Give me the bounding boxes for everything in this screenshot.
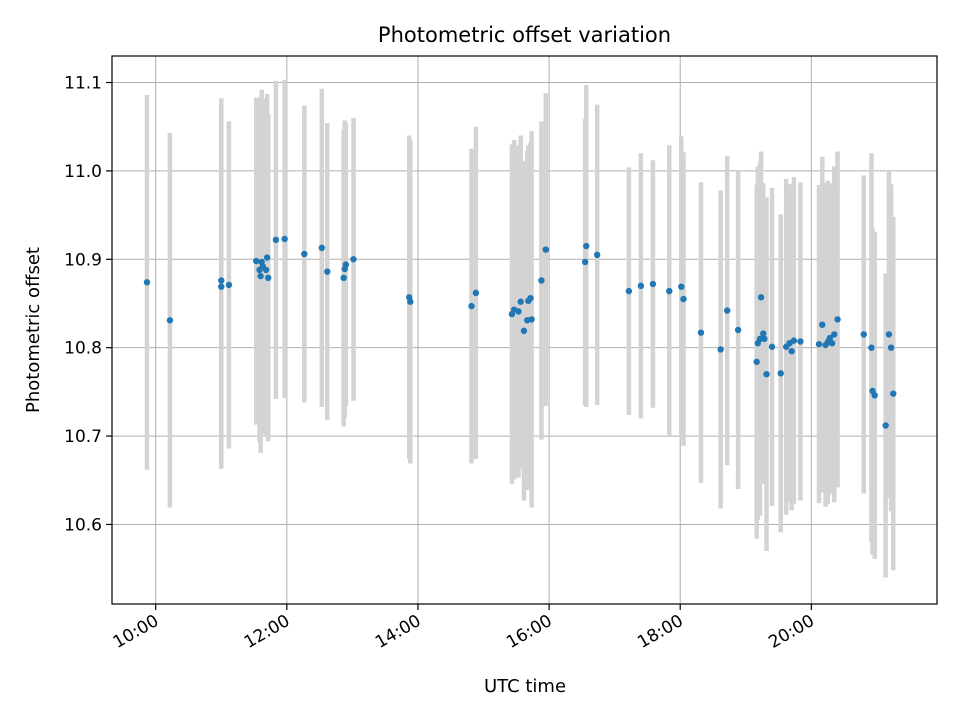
plot-frame [111,55,938,605]
data-point [472,289,480,297]
data-point [697,329,705,336]
data-point [301,250,308,258]
data-point [882,422,889,429]
data-point [515,308,522,315]
data-point [831,331,838,338]
data-point [761,335,768,343]
data-point [218,283,225,290]
data-point [257,272,264,280]
data-point [625,287,633,295]
data-point [890,390,897,397]
data-point [834,316,841,323]
data-point [520,327,528,335]
data-point [885,331,893,338]
data-point [760,330,767,337]
data-point [281,235,288,243]
data-point [218,277,225,284]
y-tick-label: 10.6 [64,515,102,535]
data-point [871,392,878,399]
y-axis-ticks: 10.6 10.7 10.8 10.9 11.0 11.1 [64,74,112,535]
data-point [262,266,270,274]
data-point [819,321,826,328]
x-axis-label: UTC time [484,676,566,697]
y-tick-label: 11.1 [64,74,102,94]
data-point [272,236,280,244]
data-point [143,279,151,286]
data-point [517,298,524,305]
data-point [723,307,731,314]
data-point [468,302,475,310]
data-point [528,316,535,323]
data-point [593,251,601,259]
data-point [324,268,331,275]
data-point [777,370,784,377]
data-point [340,274,347,282]
data-point [763,370,770,378]
data-point [768,343,776,350]
data-point [542,246,550,253]
data-point [225,281,233,289]
chart-title: Photometric offset variation [378,23,671,47]
data-point [166,317,174,324]
data-point [581,258,589,266]
data-point [860,331,867,338]
data-point [757,294,765,301]
data-point [649,280,657,288]
data-point [734,326,742,334]
data-point [350,256,357,263]
data-point [868,344,875,351]
data-point [815,340,823,348]
data-point [717,346,724,353]
data-point [253,257,260,265]
y-tick-label: 11.0 [64,162,102,182]
data-point [538,277,545,284]
data-point [666,287,673,295]
data-points [143,235,897,429]
y-axis-label: Photometric offset [23,247,44,413]
data-point [678,283,685,290]
data-point [680,295,687,303]
y-tick-label: 10.9 [64,250,102,270]
data-point [265,274,272,282]
data-point [527,294,534,302]
data-point [263,254,271,261]
data-point [797,338,804,345]
data-point [887,344,895,351]
data-point [342,261,350,268]
data-point [753,358,760,366]
data-point [583,242,590,250]
data-point [407,298,414,305]
data-point [318,244,326,251]
data-point [788,348,795,355]
y-tick-label: 10.7 [64,427,102,447]
data-point [637,282,645,290]
data-point [828,340,836,347]
data-point [790,337,798,344]
y-tick-label: 10.8 [64,339,102,359]
data-point [826,334,834,342]
